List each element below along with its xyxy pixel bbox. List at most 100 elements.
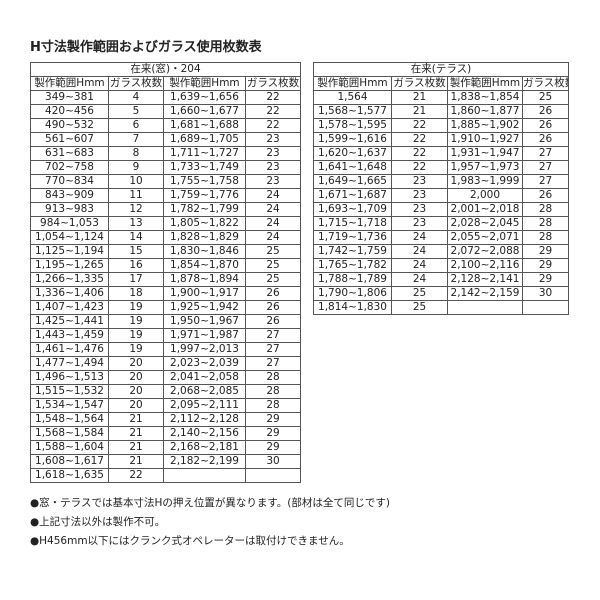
column-header: ガラス枚数 [391, 76, 448, 91]
table-cell: 29 [244, 440, 302, 455]
table-cell: 1,443~1,459 [30, 328, 109, 343]
column-header: ガラス枚数 [108, 76, 164, 91]
table-cell: 19 [108, 314, 164, 329]
table-cell: 2,023~2,039 [163, 356, 246, 371]
table-cell: 6 [108, 118, 164, 133]
table-cell: 2,000 [447, 188, 523, 203]
empty-cell [163, 468, 246, 483]
table-cell: 14 [108, 230, 164, 245]
table-cell: 1,649~1,665 [313, 174, 392, 189]
data-table: 在来(窓)・204 製作範囲Hmm ガラス枚数 製作範囲Hmm ガラス枚数 349~381… [29, 62, 302, 483]
table-cell: 4 [108, 90, 164, 105]
table-cell: 27 [244, 356, 302, 371]
table-cell: 28 [521, 230, 570, 245]
table-cell: 27 [244, 328, 302, 343]
table-caption: 在来(テラス) [312, 62, 570, 77]
table-cell: 19 [108, 328, 164, 343]
table-row: 1,266~1,335 17 1,878~1,894 25 [30, 272, 302, 287]
table-cell: 20 [108, 370, 164, 385]
table-cell: 2,100~2,116 [447, 258, 523, 273]
table-cell: 1,765~1,782 [313, 258, 392, 273]
table-cell: 1,641~1,648 [313, 160, 392, 175]
table-cell: 1,742~1,759 [313, 244, 392, 259]
table-row: 1,788~1,789 24 2,128~2,141 29 [313, 272, 570, 287]
table-cell: 2,168~2,181 [163, 440, 246, 455]
table-cell: 24 [391, 230, 448, 245]
table-cell: 2,182~2,199 [163, 454, 246, 469]
table-cell: 22 [391, 160, 448, 175]
table-cell: 26 [521, 104, 570, 119]
table-cell: 1,755~1,758 [163, 174, 246, 189]
table-row: 1,477~1,494 20 2,023~2,039 27 [30, 356, 302, 371]
table-row: 1,548~1,564 21 2,112~2,128 29 [30, 412, 302, 427]
table-cell: 1,860~1,877 [447, 104, 523, 119]
column-header: ガラス枚数 [521, 76, 570, 91]
table-cell: 25 [391, 286, 448, 301]
table-cell: 1,266~1,335 [30, 272, 109, 287]
table-cell: 1,715~1,718 [313, 216, 392, 231]
table-cell: 1,620~1,637 [313, 146, 392, 161]
table-cell: 1,805~1,822 [163, 216, 246, 231]
table-cell: 17 [108, 272, 164, 287]
table-cell: 1,957~1,973 [447, 160, 523, 175]
table-row: 1,496~1,513 20 2,041~2,058 28 [30, 370, 302, 385]
table-row: 1,515~1,532 20 2,068~2,085 28 [30, 384, 302, 399]
table-cell: 12 [108, 202, 164, 217]
table-row: 1,425~1,441 19 1,950~1,967 26 [30, 314, 302, 329]
table-cell: 24 [391, 244, 448, 259]
table-row: 1,588~1,604 21 2,168~2,181 29 [30, 440, 302, 455]
table-cell: 29 [244, 412, 302, 427]
table-cell: 1,054~1,124 [30, 230, 109, 245]
table-row: 984~1,053 13 1,805~1,822 24 [30, 216, 302, 231]
table-cell: 16 [108, 258, 164, 273]
table-cell: 29 [521, 244, 570, 259]
table-cell: 20 [108, 398, 164, 413]
table-row: 1,618~1,635 22 [30, 468, 302, 483]
table-row: 1,814~1,830 25 [313, 300, 570, 315]
table-row: 1,461~1,476 19 1,997~2,013 27 [30, 342, 302, 357]
table-cell: 24 [244, 202, 302, 217]
table-cell: 1,407~1,423 [30, 300, 109, 315]
table-row: 1,578~1,595 22 1,885~1,902 26 [313, 118, 570, 133]
table-cell: 1,515~1,532 [30, 384, 109, 399]
table-cell: 22 [391, 132, 448, 147]
table-cell: 2,055~2,071 [447, 230, 523, 245]
table-cell: 23 [244, 146, 302, 161]
table-cell: 21 [108, 440, 164, 455]
table-cell: 22 [391, 146, 448, 161]
table-cell: 19 [108, 342, 164, 357]
table-cell: 1,931~1,947 [447, 146, 523, 161]
table-cell: 1,496~1,513 [30, 370, 109, 385]
table-cell: 1,830~1,846 [163, 244, 246, 259]
empty-cell [244, 468, 302, 483]
column-header: 製作範囲Hmm [30, 76, 109, 91]
table-cell: 20 [108, 356, 164, 371]
table-cell: 2,068~2,085 [163, 384, 246, 399]
table-cell: 1,195~1,265 [30, 258, 109, 273]
table-row: 420~456 5 1,660~1,677 22 [30, 104, 302, 119]
table-row: 1,790~1,806 25 2,142~2,159 30 [313, 286, 570, 301]
table-cell: 23 [391, 202, 448, 217]
table-cell: 25 [391, 300, 448, 315]
title: H寸法製作範囲およびガラス使用枚数表 [30, 40, 262, 55]
caption-row: 在来(テラス) [312, 62, 570, 77]
table-caption: 在来(窓)・204 [29, 62, 302, 77]
table-cell: 18 [108, 286, 164, 301]
table-cell: 1,461~1,476 [30, 342, 109, 357]
table-row: 1,564 21 1,838~1,854 25 [313, 90, 570, 105]
table-cell: 24 [391, 272, 448, 287]
table-cell: 2,095~2,111 [163, 398, 246, 413]
table-cell: 1,534~1,547 [30, 398, 109, 413]
column-header: 製作範囲Hmm [447, 76, 523, 91]
table-cell: 28 [244, 384, 302, 399]
table-cell: 24 [244, 188, 302, 203]
table-cell: 26 [521, 188, 570, 203]
table-cell: 1,578~1,595 [313, 118, 392, 133]
table-cell: 1,997~2,013 [163, 342, 246, 357]
table-row: 1,568~1,584 21 2,140~2,156 29 [30, 426, 302, 441]
table-row: 1,671~1,687 23 2,000 26 [313, 188, 570, 203]
table-cell: 25 [244, 258, 302, 273]
table-cell: 15 [108, 244, 164, 259]
table-cell: 8 [108, 146, 164, 161]
table-cell: 1,564 [313, 90, 392, 105]
